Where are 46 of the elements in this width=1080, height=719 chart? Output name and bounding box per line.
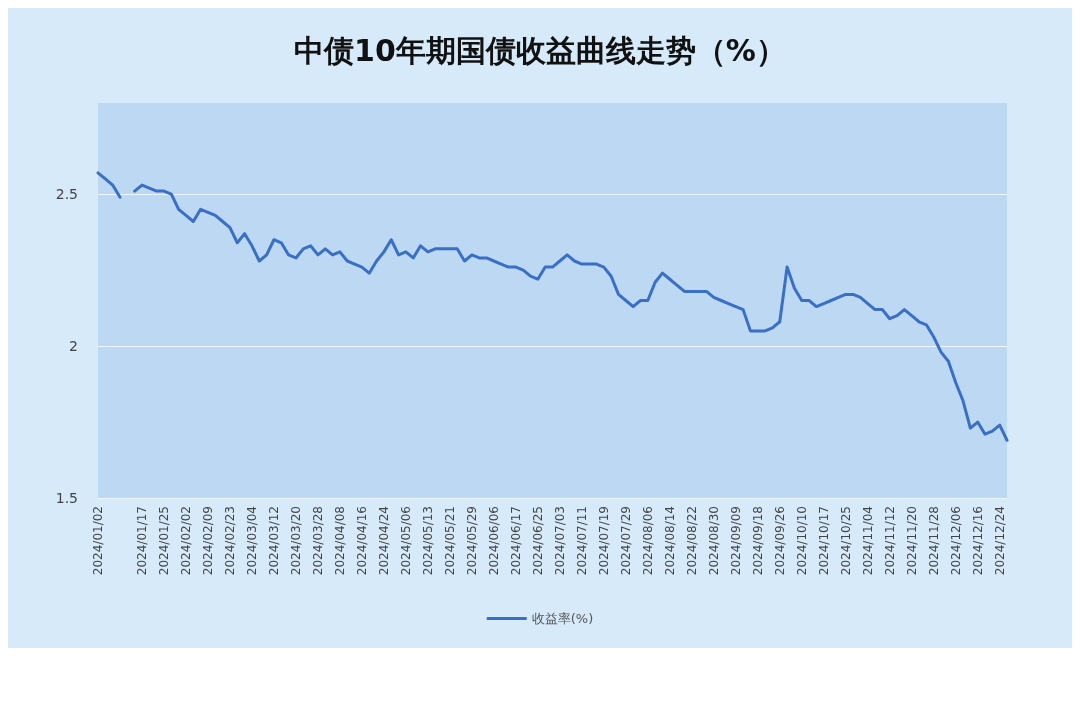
chart-title: 中债10年期国债收益曲线走势（%） <box>294 32 786 68</box>
x-tick-label: 2024/03/20 <box>288 506 303 576</box>
x-tick-label: 2024/04/08 <box>332 506 347 576</box>
x-tick-label: 2024/08/30 <box>706 506 721 576</box>
x-tick-label: 2024/06/17 <box>508 506 523 576</box>
x-tick-label: 2024/06/06 <box>486 506 501 576</box>
x-tick-label: 2024/11/28 <box>926 506 941 576</box>
x-tick-label: 2024/12/06 <box>948 506 963 576</box>
x-tick-label: 2024/10/25 <box>838 506 853 576</box>
x-tick-label: 2024/07/03 <box>552 506 567 576</box>
x-tick-label: 2024/09/18 <box>750 506 765 576</box>
x-tick-label: 2024/12/24 <box>992 506 1007 576</box>
x-tick-label: 2024/03/04 <box>244 506 259 576</box>
x-tick-label: 2024/03/28 <box>310 506 325 576</box>
x-tick-label: 2024/05/06 <box>398 506 413 576</box>
x-tick-label: 2024/07/19 <box>596 506 611 576</box>
x-tick-label: 2024/05/13 <box>420 506 435 576</box>
x-tick-label: 2024/10/10 <box>794 506 809 576</box>
x-tick-label: 2024/11/04 <box>860 506 875 576</box>
x-tick-label: 2024/04/16 <box>354 506 369 576</box>
x-tick-label: 2024/02/23 <box>222 506 237 576</box>
x-tick-label: 2024/11/20 <box>904 506 919 576</box>
x-tick-label: 2024/10/17 <box>816 506 831 576</box>
y-tick-label: 1.5 <box>55 490 78 506</box>
x-tick-label: 2024/01/02 <box>91 506 105 576</box>
x-tick-label: 2024/01/25 <box>156 506 171 576</box>
x-tick-label: 2024/02/09 <box>200 506 215 576</box>
x-tick-label: 2024/09/09 <box>728 506 743 576</box>
y-tick-label: 2 <box>69 338 78 355</box>
x-tick-label: 2024/12/16 <box>970 506 985 576</box>
x-tick-label: 2024/07/11 <box>574 506 589 576</box>
x-tick-label: 2024/08/06 <box>640 506 655 576</box>
x-tick-label: 2024/11/12 <box>882 506 897 576</box>
x-tick-label: 2024/04/24 <box>376 506 391 576</box>
x-tick-label: 2024/07/29 <box>618 506 633 576</box>
x-tick-label: 2024/02/02 <box>178 506 193 576</box>
x-tick-label: 2024/03/12 <box>266 506 281 576</box>
x-tick-label: 2024/06/25 <box>530 506 545 576</box>
y-tick-label: 2.5 <box>55 186 78 203</box>
x-tick-label: 2024/05/21 <box>442 506 457 576</box>
x-tick-label: 2024/08/22 <box>684 506 699 576</box>
x-tick-label: 2024/01/17 <box>134 506 149 576</box>
x-tick-label: 2024/08/14 <box>662 506 677 576</box>
x-tick-label: 2024/09/26 <box>772 506 787 576</box>
legend-label: 收益率(%) <box>531 611 594 626</box>
x-tick-label: 2024/05/29 <box>464 506 479 576</box>
